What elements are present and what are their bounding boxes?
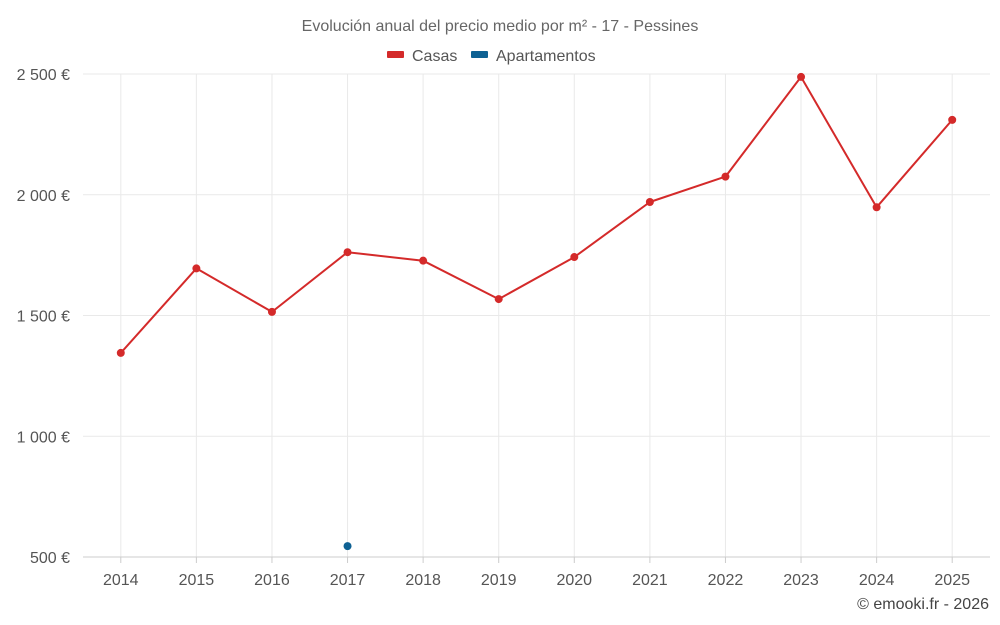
x-tick-label: 2024 xyxy=(859,572,895,589)
legend-label-casas[interactable]: Casas xyxy=(412,48,457,65)
data-point-casas[interactable] xyxy=(192,264,201,273)
series-lines xyxy=(120,75,953,354)
y-tick-label: 2 000 € xyxy=(17,188,70,205)
x-axis-ticks: 2014 2015 2016 2017 2018 2019 2020 2021 2022 2023… xyxy=(83,556,990,589)
x-tick-label: 2025 xyxy=(934,572,970,589)
x-tick-label: 2022 xyxy=(708,572,744,589)
data-point-casas[interactable] xyxy=(797,72,806,81)
x-tick-label: 2021 xyxy=(632,572,668,589)
data-point-casas[interactable] xyxy=(721,172,730,181)
x-tick-label: 2017 xyxy=(330,572,366,589)
data-point-casas[interactable] xyxy=(494,295,503,304)
legend-swatch-casas xyxy=(387,51,404,58)
data-point-casas[interactable] xyxy=(419,256,428,265)
x-tick-label: 2016 xyxy=(254,572,290,589)
credit-text: © emooki.fr - 2026 xyxy=(857,596,989,613)
legend-swatch-apartamentos xyxy=(471,51,488,58)
gridlines xyxy=(83,73,990,557)
x-tick-label: 2019 xyxy=(481,572,517,589)
y-tick-label: 1 500 € xyxy=(17,309,70,326)
series-line-casas xyxy=(120,75,953,354)
legend: Casas Apartamentos xyxy=(387,48,596,65)
data-point-casas[interactable] xyxy=(267,307,276,316)
x-tick-label: 2014 xyxy=(103,572,139,589)
y-tick-label: 500 € xyxy=(30,550,70,567)
legend-label-apartamentos[interactable]: Apartamentos xyxy=(496,48,596,65)
x-tick-label: 2023 xyxy=(783,572,819,589)
x-tick-label: 2015 xyxy=(179,572,215,589)
data-point-casas[interactable] xyxy=(872,203,881,212)
data-point-casas[interactable] xyxy=(116,348,125,357)
y-tick-label: 2 500 € xyxy=(17,67,70,84)
y-axis-ticks: 500 € 1 000 € 1 500 € 2 000 € 2 500 € xyxy=(17,67,70,567)
x-tick-label: 2018 xyxy=(405,572,441,589)
chart-title: Evolución anual del precio medio por m² … xyxy=(302,18,699,35)
data-point-casas[interactable] xyxy=(570,253,579,262)
data-points xyxy=(116,72,957,551)
x-tick-label: 2020 xyxy=(556,572,592,589)
data-point-casas[interactable] xyxy=(948,115,957,124)
data-point-apartamentos[interactable] xyxy=(343,542,352,551)
data-point-casas[interactable] xyxy=(645,197,654,206)
data-point-casas[interactable] xyxy=(343,248,352,257)
y-tick-label: 1 000 € xyxy=(17,429,70,446)
